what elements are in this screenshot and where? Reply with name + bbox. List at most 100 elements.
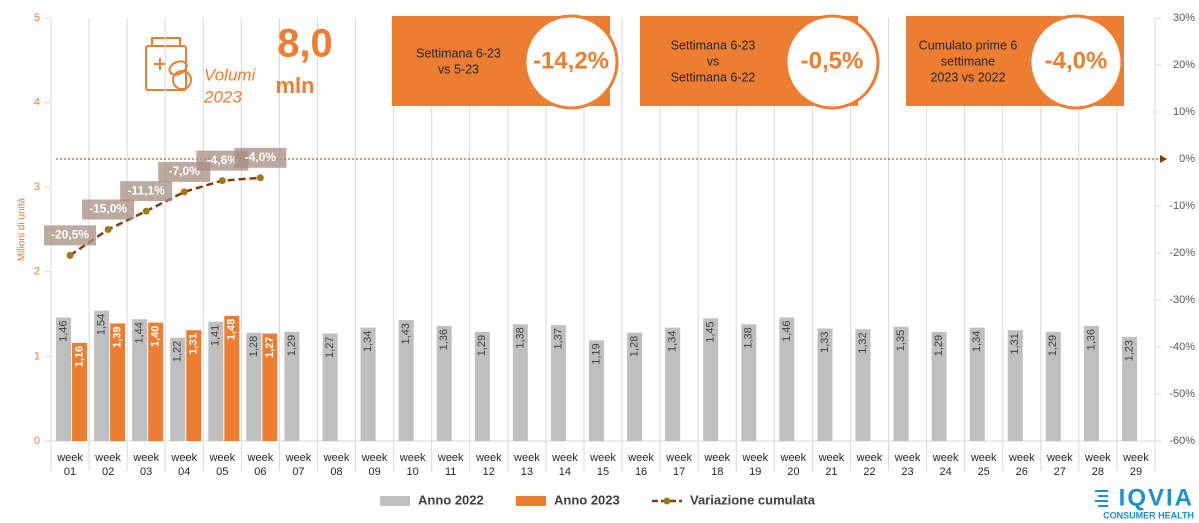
x-tick-label: week 13 (513, 452, 540, 478)
x-tick-label: week 22 (856, 452, 883, 478)
bar (398, 320, 414, 441)
bar-value-label: 1,29 (286, 335, 298, 356)
bar-value-label: 1,39 (112, 326, 124, 347)
bar (262, 333, 278, 441)
volume-caption: Volumi (204, 65, 257, 84)
y-tick-label: 3 (34, 181, 40, 193)
kpi-circle (523, 14, 619, 110)
bar (436, 325, 452, 441)
line-value-label: -15,0% (89, 202, 127, 216)
x-tick-label: week 28 (1084, 452, 1111, 478)
bar-value-label: 1,29 (1047, 335, 1059, 356)
bar-value-label: 1,41 (210, 325, 222, 346)
x-tick-label: week 29 (1122, 452, 1149, 478)
kpi-text: vs 5-23 (438, 62, 479, 76)
x-tick-label: week 11 (437, 452, 464, 478)
bar-value-label: 1,28 (248, 336, 260, 357)
y2-tick-label: -40% (1169, 341, 1195, 353)
bar-value-label: 1,32 (857, 332, 869, 353)
bar (322, 333, 338, 441)
volume-icon (145, 37, 192, 91)
line-label-box (234, 147, 287, 168)
line-value-label: -7,0% (169, 164, 201, 178)
line-label-box (44, 225, 97, 246)
legend-swatch (516, 496, 546, 506)
bar-value-label: 1,27 (324, 337, 336, 358)
bar-value-label: 1,46 (781, 320, 793, 341)
legend-label: Anno 2023 (554, 492, 620, 507)
bar (589, 340, 604, 441)
x-tick-label: week 16 (627, 452, 654, 478)
bar (148, 322, 164, 441)
y-tick-label: 1 (34, 350, 40, 362)
bar (817, 328, 833, 441)
kpi-text: Settimana 6-23 (671, 38, 756, 52)
bar-value-label: 1,29 (933, 335, 945, 356)
bar (855, 329, 871, 441)
line-point (180, 188, 188, 196)
zero-reference-arrow (1160, 155, 1167, 163)
x-tick-label: week 15 (589, 452, 616, 478)
bar-value-label: 1,33 (819, 331, 831, 352)
x-tick-label: week 23 (894, 452, 921, 478)
y-tick-label: 4 (34, 97, 40, 109)
kpi-value: -14,2% (533, 47, 609, 74)
kpi-value: -0,5% (801, 47, 864, 74)
line-point (256, 174, 264, 182)
line-value-label: -20,5% (51, 228, 89, 242)
bar-value-label: 1,28 (628, 336, 640, 357)
kpi-text: Settimana 6-23 (416, 46, 501, 60)
bar (132, 319, 148, 441)
bar (703, 318, 719, 441)
bar-value-label: 1,36 (1085, 329, 1097, 350)
bar-value-label: 1,38 (743, 327, 755, 348)
line-point (218, 177, 226, 185)
bar (208, 321, 224, 441)
y2-tick-label: -10% (1169, 200, 1195, 212)
line-label-box (120, 181, 173, 202)
x-tick-label: week 02 (94, 452, 121, 478)
y2-tick-label: 30% (1173, 12, 1195, 24)
logo-sub: CONSUMER HEALTH (1103, 510, 1194, 520)
bar-value-label: 1,35 (895, 330, 907, 351)
logo-name: IQVIA (1119, 484, 1194, 511)
bar (665, 327, 681, 441)
bar-value-label: 1,27 (264, 337, 276, 358)
bar-value-label: 1,36 (438, 329, 450, 350)
x-tick-label: week 07 (285, 452, 312, 478)
x-tick-label: week 19 (741, 452, 768, 478)
bar-value-label: 1,31 (188, 333, 200, 354)
x-tick-label: week 01 (56, 452, 83, 478)
x-tick-label: week 06 (247, 452, 274, 478)
x-tick-label: week 04 (170, 452, 197, 478)
bar (550, 325, 566, 441)
x-tick-label: week 20 (780, 452, 807, 478)
y2-tick-label: 0% (1179, 153, 1195, 165)
bar (931, 331, 947, 441)
legend-label: Variazione cumulata (690, 492, 816, 507)
y-tick-label: 2 (34, 266, 40, 278)
bar (1121, 336, 1137, 441)
bar (360, 327, 376, 441)
x-tick-label: week 18 (703, 452, 730, 478)
kpi-value: -4,0% (1045, 47, 1108, 74)
volume-caption: 2023 (203, 87, 242, 106)
x-tick-label: week 08 (323, 452, 350, 478)
y2-tick-label: -20% (1169, 247, 1195, 259)
x-tick-label: week 25 (970, 452, 997, 478)
line-value-label: -11,1% (127, 183, 165, 197)
bar-value-label: 1,38 (514, 327, 526, 348)
line-point (142, 207, 150, 215)
legend-swatch-point (663, 497, 671, 505)
bar-value-label: 1,37 (552, 328, 564, 349)
x-tick-label: week 03 (132, 452, 159, 478)
line-point (104, 226, 112, 233)
bar (893, 326, 909, 441)
kpi-text: Cumulato prime 6 (919, 38, 1018, 52)
x-tick-label: week 17 (665, 452, 692, 478)
bar-value-label: 1,54 (96, 314, 108, 335)
kpi-text: settimane (941, 54, 995, 68)
line-value-label: -4,0% (245, 150, 277, 164)
bar (741, 324, 757, 441)
